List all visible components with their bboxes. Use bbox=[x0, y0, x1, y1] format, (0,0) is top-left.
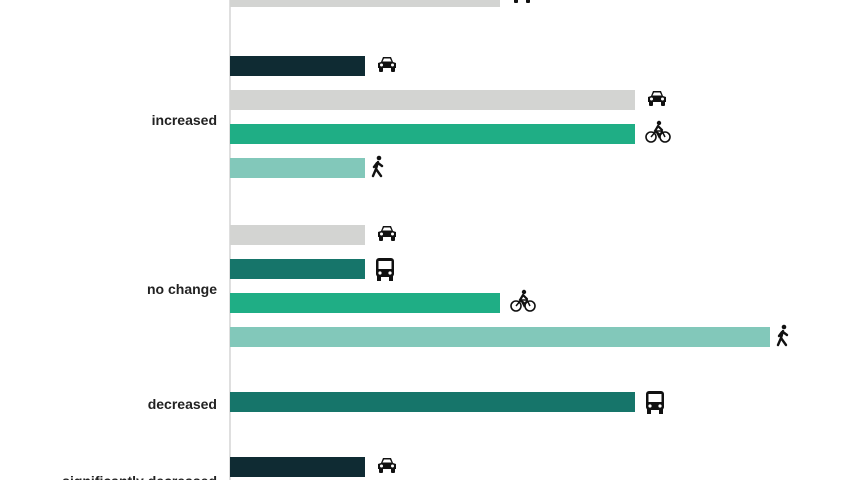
category-label: decreased bbox=[148, 396, 217, 412]
bar-pedestrian bbox=[230, 158, 365, 178]
bicycle-icon bbox=[510, 289, 536, 312]
bar-pedestrian bbox=[230, 327, 770, 347]
category-label: significantly decreased bbox=[62, 473, 217, 480]
car-icon bbox=[378, 458, 396, 473]
category-label: no change bbox=[147, 281, 217, 297]
bar-car-dark bbox=[230, 56, 365, 76]
bar-car-dark bbox=[230, 457, 365, 477]
pedestrian-icon bbox=[371, 155, 384, 178]
bar-bus bbox=[230, 392, 635, 412]
category-label: increased bbox=[152, 112, 217, 128]
bar-bicycle bbox=[230, 124, 635, 144]
car-icon bbox=[514, 0, 530, 3]
car-icon bbox=[378, 57, 396, 72]
pedestrian-icon bbox=[776, 324, 789, 347]
bar-car-light bbox=[230, 0, 500, 7]
bar-car-light bbox=[230, 225, 365, 245]
bus-icon bbox=[376, 258, 394, 281]
bus-icon bbox=[646, 391, 664, 414]
bicycle-icon bbox=[645, 120, 671, 143]
bar-car-light bbox=[230, 90, 635, 110]
car-icon bbox=[378, 226, 396, 241]
car-icon bbox=[648, 91, 666, 106]
bar-bicycle bbox=[230, 293, 500, 313]
bar-bus bbox=[230, 259, 365, 279]
